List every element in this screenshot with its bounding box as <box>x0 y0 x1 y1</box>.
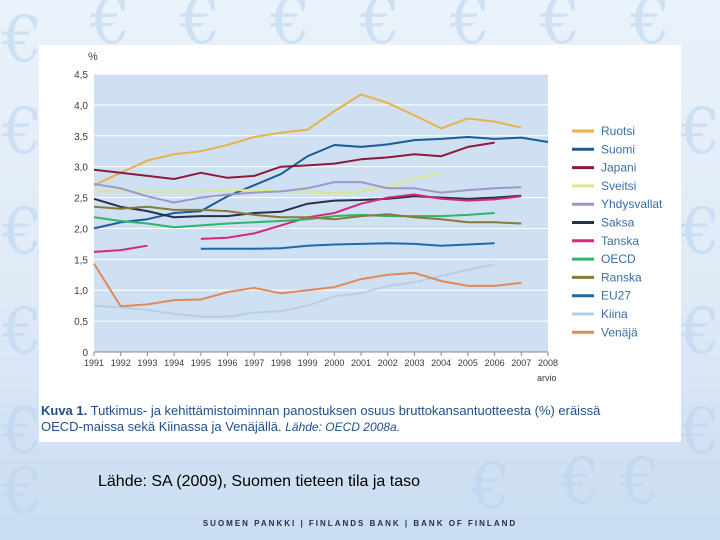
y-axis-label: % <box>88 51 98 63</box>
euro-icon: € <box>2 295 43 369</box>
euro-icon: € <box>2 455 43 529</box>
x-axis-note: arvio <box>537 373 557 383</box>
series-line-eu27 <box>200 242 495 250</box>
plot-area <box>94 74 548 352</box>
y-tick-label: 0 <box>82 348 88 359</box>
series-line-oecd <box>93 212 495 229</box>
y-axis: 0 0,5 1,0 1,5 2,0 2,5 3,0 3,5 4,0 4,5 <box>74 70 88 359</box>
x-tick-label: 2006 <box>485 358 505 368</box>
euro-icon: € <box>680 95 720 169</box>
y-tick-label: 1,0 <box>74 286 88 297</box>
legend-label: EU27 <box>601 289 631 303</box>
legend-label: Kiina <box>601 307 628 321</box>
legend-label: Japani <box>601 161 636 175</box>
legend-label: OECD <box>601 252 636 266</box>
series-line-ruotsi <box>93 93 522 187</box>
series-line-saksa <box>93 194 522 219</box>
y-tick-label: 0,5 <box>74 317 88 328</box>
series-line-suomi <box>93 136 549 230</box>
x-tick-label: 1995 <box>191 358 211 368</box>
legend-label: Sveitsi <box>601 179 636 193</box>
legend-label: Venäjä <box>601 325 638 339</box>
caption-label: Kuva 1. <box>41 403 88 418</box>
legend: Ruotsi Suomi Japani Sveitsi Yhdysvallat Saksa… <box>572 124 663 339</box>
euro-icon: € <box>680 195 720 269</box>
y-tick-label: 3,5 <box>74 132 88 143</box>
euro-icon: € <box>2 395 43 469</box>
caption-source: Lähde: OECD 2008a. <box>285 420 400 434</box>
x-tick-label: 2004 <box>431 358 451 368</box>
caption-text: Tutkimus- ja kehittämistoiminnan panostu… <box>41 403 601 434</box>
x-tick-label: 1991 <box>84 358 104 368</box>
legend-label: Yhdysvallat <box>601 197 663 211</box>
x-axis: 1991 1992 1993 1994 1995 1996 1997 1998 1999 2000… <box>84 351 558 368</box>
x-tick-label: 1993 <box>137 358 157 368</box>
euro-icon: € <box>560 445 601 519</box>
euro-icon: € <box>2 195 43 269</box>
x-tick-label: 2002 <box>378 358 398 368</box>
x-tick-label: 1996 <box>218 358 238 368</box>
series-line-japani <box>93 141 495 180</box>
euro-icon: € <box>620 445 661 519</box>
footer: SUOMEN PANKKI | FINLANDS BANK | BANK OF … <box>202 519 518 528</box>
x-tick-label: 2003 <box>404 358 424 368</box>
euro-icon: € <box>680 295 720 369</box>
y-tick-label: 2,5 <box>74 194 88 205</box>
source-line: Lähde: SA (2009), Suomen tieteen tila ja… <box>98 473 420 490</box>
legend-label: Saksa <box>601 216 635 230</box>
series-line-tanska <box>200 193 522 240</box>
x-tick-label: 1999 <box>298 358 318 368</box>
x-tick-label: 1997 <box>244 358 264 368</box>
x-tick-label: 2001 <box>351 358 371 368</box>
legend-label: Tanska <box>601 234 639 248</box>
series-line-ranska <box>93 205 522 225</box>
figure-caption: Kuva 1. Tutkimus- ja kehittämistoiminnan… <box>41 403 641 435</box>
x-tick-label: 1992 <box>111 358 131 368</box>
series-line-venäjä <box>93 263 522 308</box>
series-line-yhdysvallat <box>93 181 522 204</box>
x-tick-label: 2008 <box>538 358 558 368</box>
x-tick-label: 1998 <box>271 358 291 368</box>
euro-icon: € <box>2 95 43 169</box>
legend-label: Ruotsi <box>601 124 635 138</box>
x-tick-label: 2005 <box>458 358 478 368</box>
y-tick-label: 1,5 <box>74 255 88 266</box>
legend-label: Ranska <box>601 270 642 284</box>
euro-icon: € <box>680 395 720 469</box>
x-tick-label: 2007 <box>511 358 531 368</box>
x-tick-label: 1994 <box>164 358 184 368</box>
series-lines <box>93 93 549 318</box>
euro-icon: € <box>2 3 43 77</box>
legend-label: Suomi <box>601 142 635 156</box>
y-tick-label: 2,0 <box>74 224 88 235</box>
euro-icon: € <box>470 450 511 524</box>
y-tick-label: 4,5 <box>74 70 88 81</box>
series-line-kiina <box>93 263 495 318</box>
y-tick-label: 4,0 <box>74 101 88 112</box>
x-tick-label: 2000 <box>324 358 344 368</box>
series-line-tanska <box>93 244 148 253</box>
y-tick-label: 3,0 <box>74 163 88 174</box>
